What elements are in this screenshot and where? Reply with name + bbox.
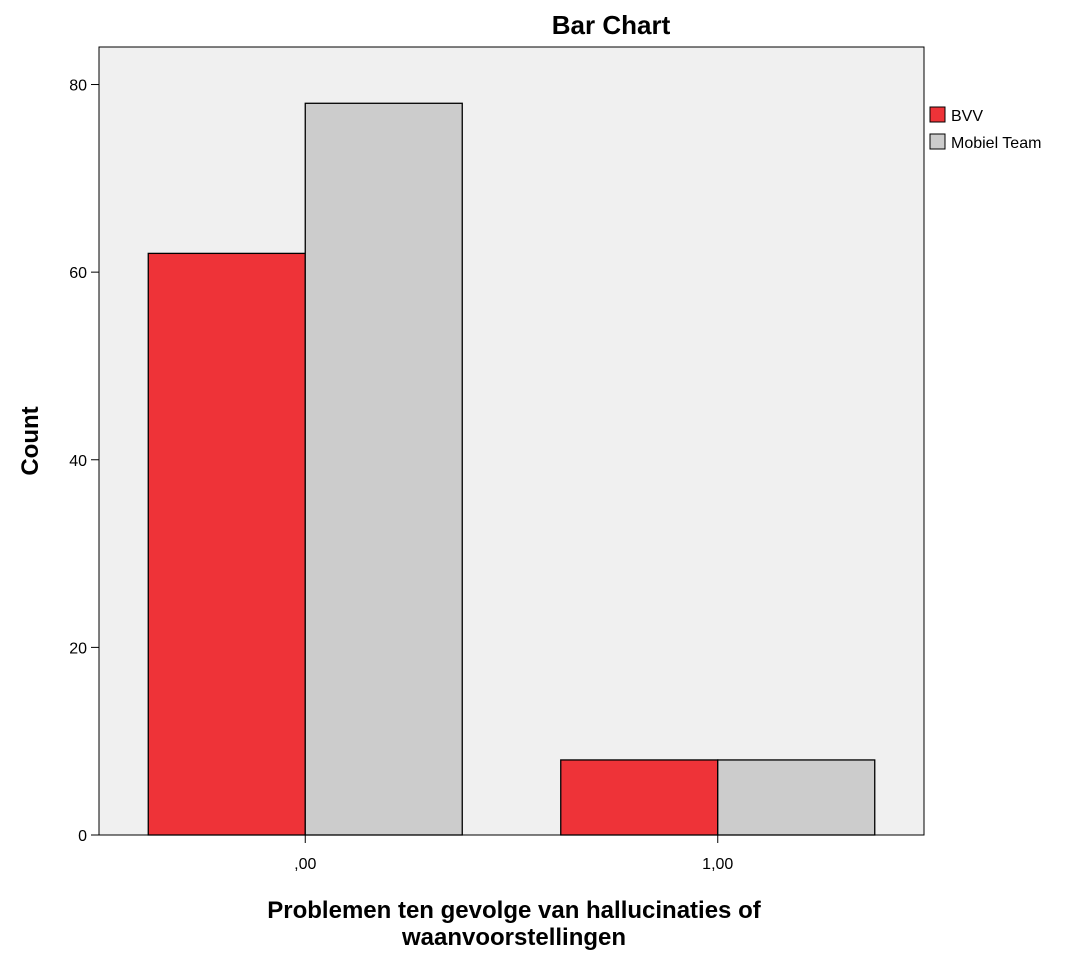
chart-title: Bar Chart [552,10,671,40]
y-tick-label: 40 [69,453,87,470]
bar-bvv-1 [147,252,306,836]
legend-swatch [929,106,946,123]
legend: BVV Mobiel Team [929,106,1041,152]
y-tick-label: 0 [78,828,87,845]
bar-mobiel-team-1 [304,102,463,836]
bar-mobiel-team-2 [717,759,876,836]
legend-label: BVV [951,108,983,125]
y-tick-label: 60 [69,265,87,282]
y-axis-title: Count [17,406,44,475]
y-axis: 0 20 40 60 80 [69,78,99,845]
x-axis-title-line-2: waanvoorstellingen [401,924,626,951]
y-tick-label: 20 [69,640,87,657]
bars [147,102,876,836]
legend-label: Mobiel Team [951,135,1041,152]
x-tick-label: ,00 [294,856,316,873]
x-tick-label: 1,00 [702,856,733,873]
bar-bvv-2 [560,759,719,836]
y-tick-label: 80 [69,78,87,95]
x-axis-title-line-1: Problemen ten gevolge van hallucinaties … [267,897,761,924]
x-axis: ,00 1,00 [294,835,733,873]
legend-swatch [929,133,946,150]
